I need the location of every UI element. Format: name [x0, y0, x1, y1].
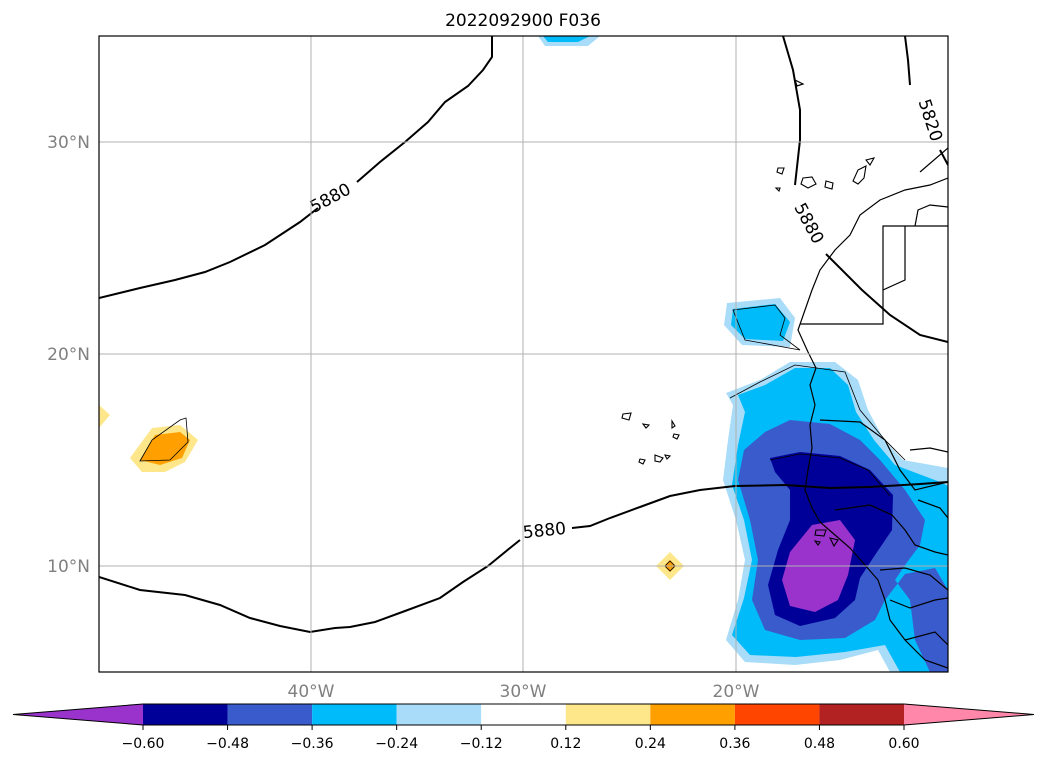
lon-label-40w: 40°W	[288, 682, 335, 702]
colorbar-segment	[481, 704, 566, 725]
lat-label-30n: 30°N	[47, 133, 90, 153]
colorbar-segment	[312, 704, 397, 725]
colorbar-segment	[143, 704, 228, 725]
colorbar-tick-label: 0.60	[888, 736, 919, 752]
lat-label-10n: 10°N	[47, 557, 90, 577]
height-contours	[99, 36, 948, 634]
colorbar-segment	[565, 704, 651, 725]
colorbar-segment	[396, 704, 482, 725]
gridlines	[99, 36, 948, 672]
coastlines	[793, 78, 948, 669]
colorbar: −0.60 −0.48 −0.36 −0.24 −0.12 0.12 0.24 0.36 0.4…	[12, 703, 1035, 752]
colorbar-segment	[819, 704, 904, 725]
colorbar-tick-label: 0.24	[635, 736, 666, 752]
colorbar-tick-label: −0.48	[206, 736, 249, 752]
figure-title: 2022092900 F036	[445, 11, 601, 31]
colorbar-tick-label: −0.12	[460, 736, 503, 752]
colorbar-tick-label: −0.36	[291, 736, 334, 752]
lon-label-30w: 30°W	[500, 682, 547, 702]
colorbar-tick-label: −0.24	[375, 736, 418, 752]
colorbar-extend-high	[904, 704, 1034, 725]
colorbar-extend-low	[13, 704, 143, 725]
islands	[621, 157, 876, 548]
colorbar-tick-label: 0.36	[719, 736, 750, 752]
colorbar-tick-label: −0.60	[122, 736, 165, 752]
lon-label-20w: 20°W	[713, 682, 760, 702]
colorbar-tick-label: 0.48	[804, 736, 835, 752]
colorbar-segment	[650, 704, 735, 725]
colorbar-tick-label: 0.12	[550, 736, 581, 752]
contour-label-5880-south: 5880	[522, 519, 567, 543]
colorbar-segment	[734, 704, 820, 725]
lat-label-20n: 20°N	[47, 345, 90, 365]
map-panel: 5880 5880 5880 5820	[98, 35, 949, 673]
colorbar-segment	[227, 704, 313, 725]
lon-labels: 40°W 30°W 20°W	[288, 682, 760, 702]
map-frame	[98, 35, 949, 673]
lat-labels: 30°N 20°N 10°N	[47, 133, 90, 577]
